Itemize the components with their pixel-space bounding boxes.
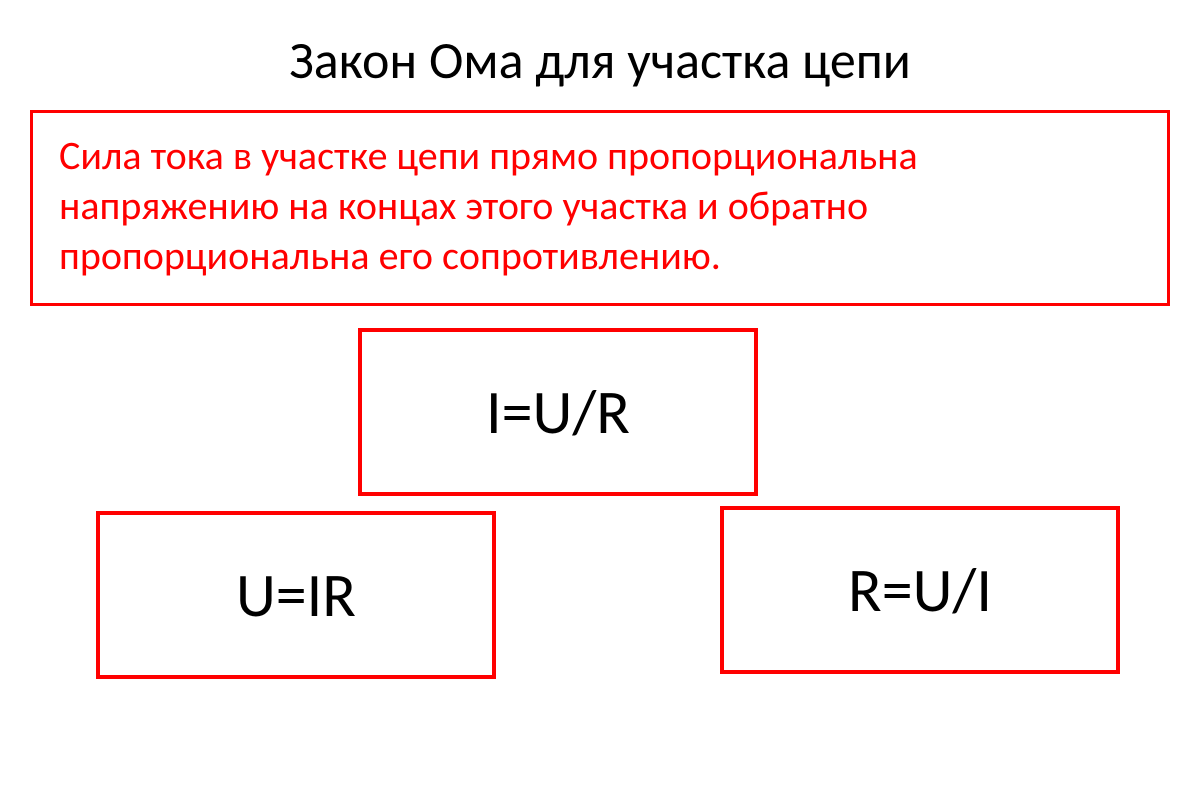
definition-text: Сила тока в участке цепи прямо пропорцио… — [59, 131, 918, 280]
formulas-area: I=U/R U=IR R=U/I — [0, 306, 1200, 746]
formula-left-text: U=IR — [236, 557, 356, 633]
formula-right-text: R=U/I — [848, 552, 992, 628]
formula-top-box: I=U/R — [358, 328, 758, 496]
definition-box: Сила тока в участке цепи прямо пропорцио… — [30, 110, 1170, 306]
formula-top-text: I=U/R — [486, 374, 630, 450]
page-title: Закон Ома для участка цепи — [0, 0, 1200, 110]
formula-right-box: R=U/I — [720, 506, 1120, 674]
formula-left-box: U=IR — [96, 511, 496, 679]
